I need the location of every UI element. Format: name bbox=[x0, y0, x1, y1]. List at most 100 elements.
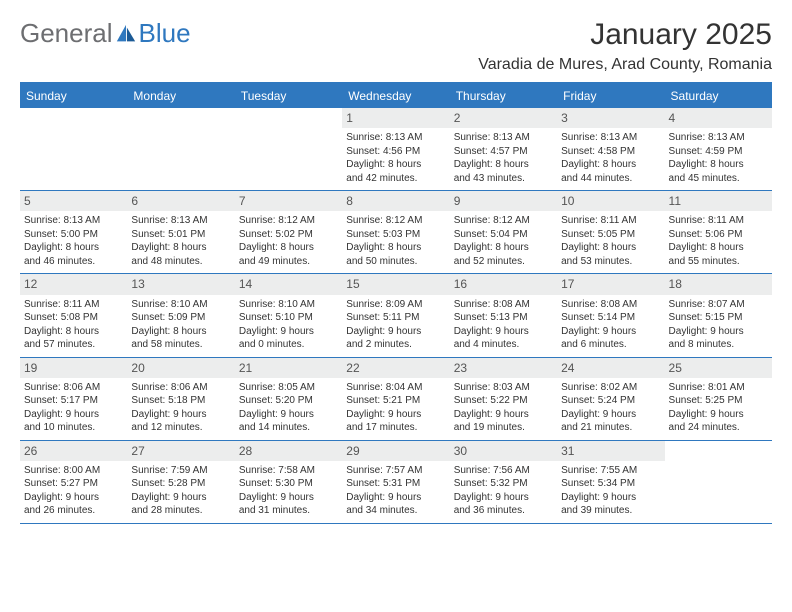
calendar-cell bbox=[235, 108, 342, 191]
sunrise-line: Sunrise: 8:01 AM bbox=[669, 381, 768, 395]
sunset-line: Sunset: 5:09 PM bbox=[131, 311, 230, 325]
sunrise-line: Sunrise: 8:12 AM bbox=[454, 214, 553, 228]
calendar-cell: 27Sunrise: 7:59 AMSunset: 5:28 PMDayligh… bbox=[127, 440, 234, 523]
daylight-line-1: Daylight: 8 hours bbox=[454, 241, 553, 255]
day-number: 16 bbox=[450, 274, 557, 294]
sunrise-line: Sunrise: 8:10 AM bbox=[131, 298, 230, 312]
day-number: 17 bbox=[557, 274, 664, 294]
sunset-line: Sunset: 5:21 PM bbox=[346, 394, 445, 408]
sunset-line: Sunset: 5:17 PM bbox=[24, 394, 123, 408]
day-header: Sunday bbox=[20, 83, 127, 108]
daylight-line-2: and 26 minutes. bbox=[24, 504, 123, 518]
daylight-line-2: and 57 minutes. bbox=[24, 338, 123, 352]
daylight-line-1: Daylight: 9 hours bbox=[24, 408, 123, 422]
day-header: Friday bbox=[557, 83, 664, 108]
sunrise-line: Sunrise: 8:12 AM bbox=[239, 214, 338, 228]
daylight-line-2: and 39 minutes. bbox=[561, 504, 660, 518]
day-number: 30 bbox=[450, 441, 557, 461]
calendar-cell: 8Sunrise: 8:12 AMSunset: 5:03 PMDaylight… bbox=[342, 191, 449, 274]
calendar-cell: 20Sunrise: 8:06 AMSunset: 5:18 PMDayligh… bbox=[127, 357, 234, 440]
daylight-line-2: and 49 minutes. bbox=[239, 255, 338, 269]
day-number: 14 bbox=[235, 274, 342, 294]
calendar-cell: 9Sunrise: 8:12 AMSunset: 5:04 PMDaylight… bbox=[450, 191, 557, 274]
daylight-line-2: and 48 minutes. bbox=[131, 255, 230, 269]
calendar-cell: 11Sunrise: 8:11 AMSunset: 5:06 PMDayligh… bbox=[665, 191, 772, 274]
daylight-line-2: and 21 minutes. bbox=[561, 421, 660, 435]
sunset-line: Sunset: 5:22 PM bbox=[454, 394, 553, 408]
day-number: 25 bbox=[665, 358, 772, 378]
day-number: 27 bbox=[127, 441, 234, 461]
sunset-line: Sunset: 5:06 PM bbox=[669, 228, 768, 242]
daylight-line-2: and 42 minutes. bbox=[346, 172, 445, 186]
daylight-line-1: Daylight: 9 hours bbox=[346, 325, 445, 339]
day-number: 6 bbox=[127, 191, 234, 211]
sunrise-line: Sunrise: 8:10 AM bbox=[239, 298, 338, 312]
calendar-row: 26Sunrise: 8:00 AMSunset: 5:27 PMDayligh… bbox=[20, 440, 772, 523]
sunset-line: Sunset: 5:28 PM bbox=[131, 477, 230, 491]
daylight-line-1: Daylight: 8 hours bbox=[346, 241, 445, 255]
day-number: 20 bbox=[127, 358, 234, 378]
sunrise-line: Sunrise: 8:06 AM bbox=[24, 381, 123, 395]
brand-word-1: General bbox=[20, 18, 113, 49]
calendar-cell: 23Sunrise: 8:03 AMSunset: 5:22 PMDayligh… bbox=[450, 357, 557, 440]
daylight-line-1: Daylight: 9 hours bbox=[561, 491, 660, 505]
daylight-line-2: and 58 minutes. bbox=[131, 338, 230, 352]
sunset-line: Sunset: 5:01 PM bbox=[131, 228, 230, 242]
sunrise-line: Sunrise: 8:11 AM bbox=[561, 214, 660, 228]
calendar-cell: 12Sunrise: 8:11 AMSunset: 5:08 PMDayligh… bbox=[20, 274, 127, 357]
calendar-cell: 2Sunrise: 8:13 AMSunset: 4:57 PMDaylight… bbox=[450, 108, 557, 191]
sunset-line: Sunset: 5:25 PM bbox=[669, 394, 768, 408]
sunrise-line: Sunrise: 8:02 AM bbox=[561, 381, 660, 395]
daylight-line-2: and 24 minutes. bbox=[669, 421, 768, 435]
calendar-cell: 22Sunrise: 8:04 AMSunset: 5:21 PMDayligh… bbox=[342, 357, 449, 440]
calendar-cell: 28Sunrise: 7:58 AMSunset: 5:30 PMDayligh… bbox=[235, 440, 342, 523]
daylight-line-1: Daylight: 9 hours bbox=[131, 408, 230, 422]
daylight-line-1: Daylight: 9 hours bbox=[454, 325, 553, 339]
sunrise-line: Sunrise: 8:11 AM bbox=[24, 298, 123, 312]
sunrise-line: Sunrise: 8:00 AM bbox=[24, 464, 123, 478]
daylight-line-1: Daylight: 9 hours bbox=[239, 325, 338, 339]
sunset-line: Sunset: 5:00 PM bbox=[24, 228, 123, 242]
sunset-line: Sunset: 4:56 PM bbox=[346, 145, 445, 159]
daylight-line-2: and 19 minutes. bbox=[454, 421, 553, 435]
calendar-row: 5Sunrise: 8:13 AMSunset: 5:00 PMDaylight… bbox=[20, 191, 772, 274]
day-header-row: SundayMondayTuesdayWednesdayThursdayFrid… bbox=[20, 83, 772, 108]
day-number: 29 bbox=[342, 441, 449, 461]
daylight-line-2: and 28 minutes. bbox=[131, 504, 230, 518]
daylight-line-2: and 14 minutes. bbox=[239, 421, 338, 435]
day-number: 24 bbox=[557, 358, 664, 378]
day-number: 18 bbox=[665, 274, 772, 294]
daylight-line-1: Daylight: 8 hours bbox=[454, 158, 553, 172]
calendar-cell: 14Sunrise: 8:10 AMSunset: 5:10 PMDayligh… bbox=[235, 274, 342, 357]
sunrise-line: Sunrise: 8:04 AM bbox=[346, 381, 445, 395]
sunrise-line: Sunrise: 7:59 AM bbox=[131, 464, 230, 478]
daylight-line-1: Daylight: 9 hours bbox=[454, 408, 553, 422]
day-header: Saturday bbox=[665, 83, 772, 108]
sunset-line: Sunset: 4:57 PM bbox=[454, 145, 553, 159]
sunrise-line: Sunrise: 7:58 AM bbox=[239, 464, 338, 478]
calendar-row: 12Sunrise: 8:11 AMSunset: 5:08 PMDayligh… bbox=[20, 274, 772, 357]
sunrise-line: Sunrise: 8:07 AM bbox=[669, 298, 768, 312]
calendar-row: 19Sunrise: 8:06 AMSunset: 5:17 PMDayligh… bbox=[20, 357, 772, 440]
daylight-line-1: Daylight: 9 hours bbox=[346, 491, 445, 505]
daylight-line-2: and 2 minutes. bbox=[346, 338, 445, 352]
sunrise-line: Sunrise: 8:13 AM bbox=[346, 131, 445, 145]
daylight-line-2: and 10 minutes. bbox=[24, 421, 123, 435]
calendar-cell: 10Sunrise: 8:11 AMSunset: 5:05 PMDayligh… bbox=[557, 191, 664, 274]
calendar-cell bbox=[665, 440, 772, 523]
daylight-line-1: Daylight: 9 hours bbox=[346, 408, 445, 422]
calendar-cell: 21Sunrise: 8:05 AMSunset: 5:20 PMDayligh… bbox=[235, 357, 342, 440]
sunrise-line: Sunrise: 8:08 AM bbox=[561, 298, 660, 312]
day-number: 21 bbox=[235, 358, 342, 378]
location-text: Varadia de Mures, Arad County, Romania bbox=[478, 56, 772, 74]
sunset-line: Sunset: 5:18 PM bbox=[131, 394, 230, 408]
sunset-line: Sunset: 5:14 PM bbox=[561, 311, 660, 325]
sunset-line: Sunset: 5:20 PM bbox=[239, 394, 338, 408]
daylight-line-2: and 50 minutes. bbox=[346, 255, 445, 269]
daylight-line-2: and 53 minutes. bbox=[561, 255, 660, 269]
title-block: January 2025 Varadia de Mures, Arad Coun… bbox=[478, 18, 772, 74]
sunrise-line: Sunrise: 8:13 AM bbox=[24, 214, 123, 228]
sunset-line: Sunset: 5:02 PM bbox=[239, 228, 338, 242]
calendar-cell: 31Sunrise: 7:55 AMSunset: 5:34 PMDayligh… bbox=[557, 440, 664, 523]
sunrise-line: Sunrise: 8:13 AM bbox=[454, 131, 553, 145]
